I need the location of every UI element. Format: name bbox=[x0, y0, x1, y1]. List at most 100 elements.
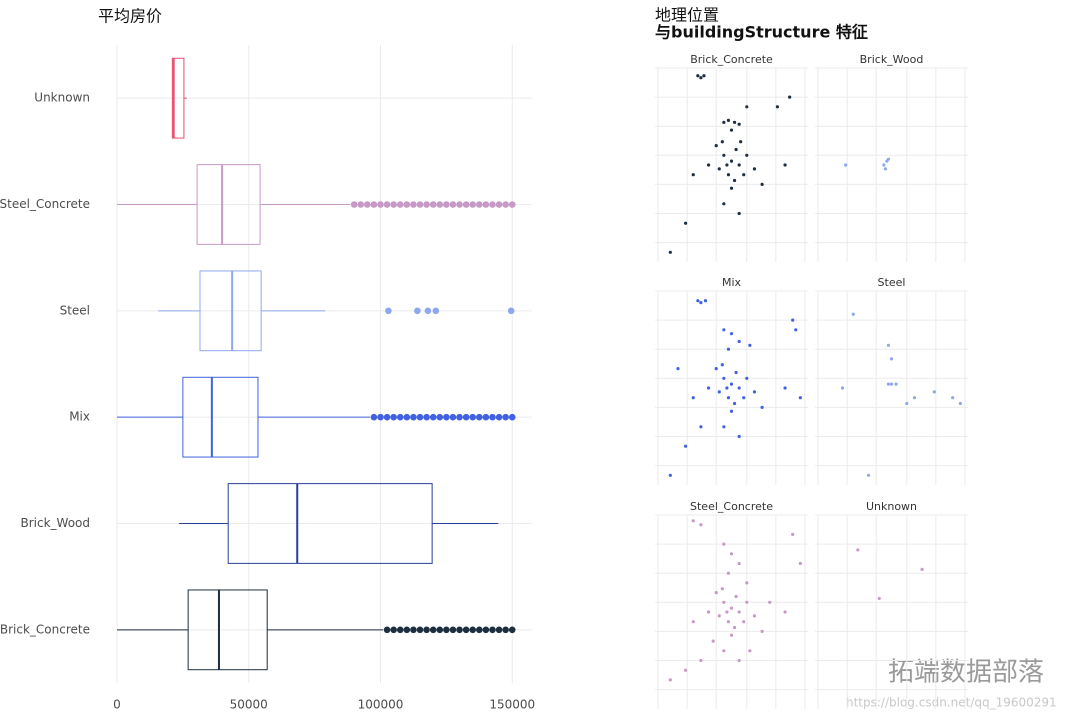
point bbox=[696, 299, 700, 303]
point bbox=[711, 639, 715, 643]
point bbox=[920, 567, 924, 571]
point bbox=[732, 625, 737, 630]
point bbox=[717, 390, 721, 394]
point bbox=[668, 678, 672, 682]
point bbox=[691, 396, 695, 400]
point bbox=[726, 571, 731, 575]
outlier bbox=[443, 626, 450, 634]
point bbox=[951, 396, 955, 400]
outlier bbox=[502, 413, 509, 421]
watermark-url: https://blog.csdn.net/qq_19600291 bbox=[846, 696, 1057, 710]
outlier bbox=[495, 413, 503, 421]
outlier bbox=[357, 201, 365, 208]
point bbox=[726, 118, 731, 122]
x-tick-label: 150000 bbox=[489, 698, 535, 712]
outlier bbox=[508, 201, 516, 208]
x-tick-label: 50000 bbox=[230, 698, 268, 712]
outlier bbox=[370, 201, 378, 208]
point bbox=[732, 178, 737, 183]
point bbox=[722, 649, 726, 653]
facet-label: Steel bbox=[878, 276, 906, 289]
outlier bbox=[436, 413, 444, 421]
point bbox=[726, 396, 731, 400]
point bbox=[760, 629, 764, 634]
point bbox=[748, 649, 752, 653]
box bbox=[171, 57, 185, 139]
outlier bbox=[364, 201, 371, 208]
facet-label: Brick_Concrete bbox=[690, 53, 773, 66]
point bbox=[729, 606, 734, 610]
outlier bbox=[456, 201, 463, 208]
point bbox=[889, 382, 894, 386]
y-tick-label: Steel_Concrete bbox=[0, 197, 90, 211]
point bbox=[726, 173, 731, 177]
outlier bbox=[396, 626, 404, 634]
point bbox=[691, 620, 695, 624]
point bbox=[734, 594, 738, 599]
point bbox=[737, 163, 741, 167]
point bbox=[745, 600, 749, 604]
point bbox=[699, 658, 703, 663]
point bbox=[912, 396, 917, 400]
outlier bbox=[476, 413, 483, 421]
outlier bbox=[423, 201, 430, 208]
outlier bbox=[469, 413, 477, 421]
outlier bbox=[350, 201, 358, 208]
point bbox=[717, 167, 721, 171]
point bbox=[691, 173, 695, 177]
facet-label: Mix bbox=[722, 276, 742, 289]
outlier bbox=[377, 201, 384, 208]
point bbox=[742, 173, 746, 177]
point bbox=[745, 153, 749, 157]
outlier bbox=[489, 626, 496, 634]
outlier bbox=[429, 413, 437, 421]
point bbox=[668, 250, 672, 254]
point bbox=[791, 532, 795, 537]
point bbox=[886, 382, 891, 386]
outlier bbox=[449, 201, 457, 208]
y-tick-label: Unknown bbox=[34, 91, 90, 105]
outlier bbox=[410, 626, 417, 634]
box bbox=[182, 376, 259, 458]
facet-title: 地理位置 bbox=[655, 6, 719, 25]
point bbox=[699, 301, 703, 305]
point bbox=[894, 382, 898, 386]
point bbox=[866, 473, 871, 477]
point bbox=[745, 105, 749, 109]
point bbox=[798, 396, 802, 400]
point bbox=[722, 600, 726, 604]
point bbox=[932, 390, 936, 394]
outlier bbox=[507, 307, 515, 315]
point bbox=[684, 221, 688, 225]
point bbox=[883, 167, 887, 171]
point bbox=[752, 390, 757, 394]
outlier bbox=[370, 413, 378, 421]
outlier bbox=[396, 201, 404, 208]
outlier bbox=[396, 413, 404, 421]
y-tick-label: Steel bbox=[60, 303, 90, 317]
outlier bbox=[495, 626, 503, 634]
point bbox=[791, 318, 795, 322]
point bbox=[732, 401, 737, 406]
box bbox=[196, 164, 261, 245]
point bbox=[783, 386, 787, 390]
outlier bbox=[462, 413, 470, 421]
point bbox=[699, 425, 703, 429]
outlier bbox=[390, 626, 397, 634]
chart-title: 平均房价 bbox=[98, 7, 162, 26]
outlier bbox=[476, 626, 483, 634]
point bbox=[729, 552, 734, 556]
point bbox=[734, 147, 738, 152]
point bbox=[748, 343, 752, 347]
outlier bbox=[462, 626, 470, 634]
point bbox=[856, 548, 860, 552]
outlier bbox=[502, 626, 509, 634]
point bbox=[760, 405, 764, 409]
point bbox=[720, 587, 724, 591]
outlier bbox=[377, 413, 384, 421]
point bbox=[714, 591, 718, 595]
point bbox=[752, 167, 757, 171]
outlier bbox=[390, 413, 397, 421]
outlier bbox=[416, 201, 424, 208]
